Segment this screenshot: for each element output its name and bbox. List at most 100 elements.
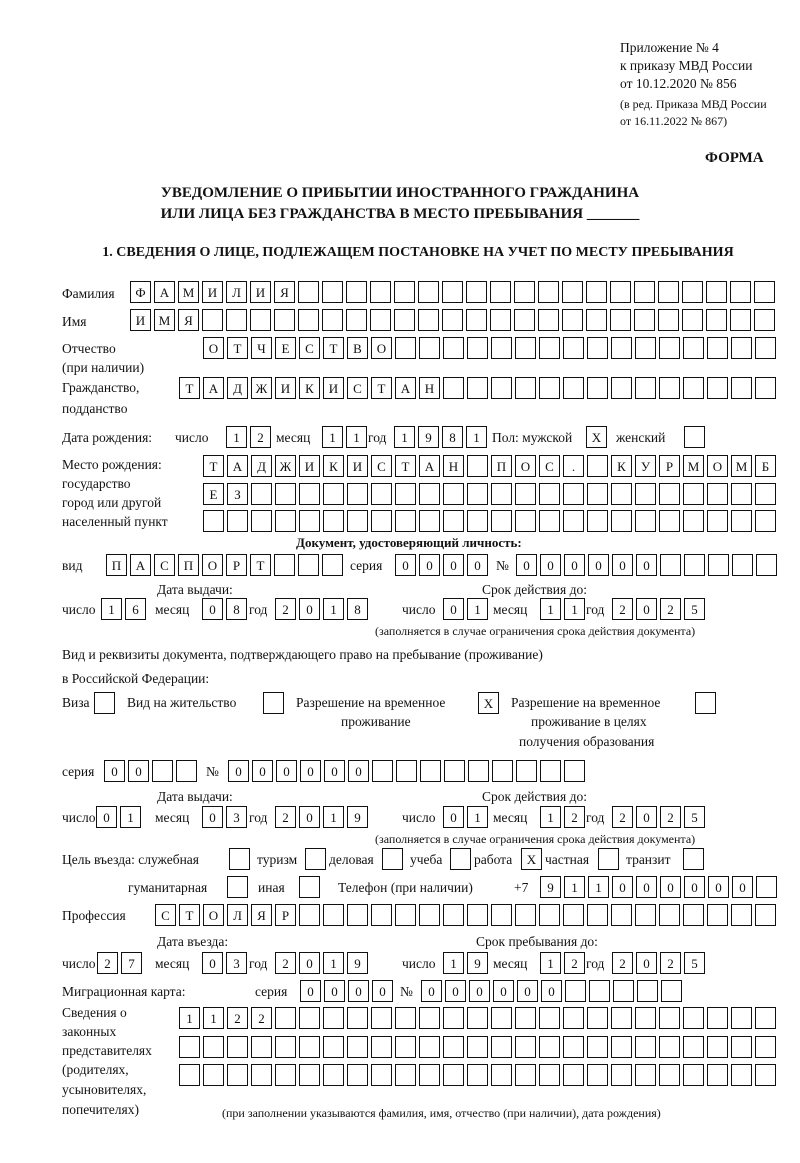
char-cell[interactable]: А [130,554,151,576]
char-cell[interactable]: О [203,904,224,926]
char-cell[interactable] [227,1036,248,1058]
char-cell[interactable]: 0 [228,760,249,782]
char-cell[interactable]: 2 [227,1007,248,1029]
char-cell[interactable] [658,281,679,303]
char-cell[interactable] [467,1036,488,1058]
char-cell[interactable]: 0 [128,760,149,782]
char-cell[interactable] [660,554,681,576]
char-cell[interactable]: И [323,377,344,399]
char-cell[interactable]: Б [755,455,776,477]
char-cell[interactable]: И [130,309,151,331]
char-cell[interactable]: Т [227,337,248,359]
char-cell[interactable]: 0 [636,806,657,828]
char-cell[interactable] [251,1064,272,1086]
char-cell[interactable] [634,281,655,303]
char-cell[interactable] [637,980,658,1002]
char-cell[interactable] [371,1007,392,1029]
char-cell[interactable] [562,281,583,303]
char-cell[interactable] [251,483,272,505]
char-cell[interactable]: 0 [419,554,440,576]
char-cell[interactable] [347,1007,368,1029]
char-cell[interactable]: Т [323,337,344,359]
char-cell[interactable] [587,1036,608,1058]
char-cell[interactable]: 1 [394,426,415,448]
char-cell[interactable]: 0 [348,760,369,782]
char-cell[interactable] [347,1036,368,1058]
char-cell[interactable]: 0 [445,980,466,1002]
char-cell[interactable] [203,1036,224,1058]
char-cell[interactable] [467,337,488,359]
char-cell[interactable]: X [521,848,542,870]
char-cell[interactable]: 0 [300,980,321,1002]
char-cell[interactable] [635,377,656,399]
char-cell[interactable]: 2 [275,806,296,828]
char-cell[interactable] [563,1064,584,1086]
char-cell[interactable] [684,426,705,448]
char-cell[interactable]: И [250,281,271,303]
char-cell[interactable]: 2 [564,806,585,828]
char-cell[interactable] [250,309,271,331]
char-cell[interactable] [586,281,607,303]
char-cell[interactable]: О [202,554,223,576]
purpose-tourism-checkbox[interactable] [305,848,326,870]
char-cell[interactable]: 0 [300,760,321,782]
sex-male-checkbox[interactable]: X [586,426,607,448]
reps-cells-row3[interactable] [179,1064,776,1086]
char-cell[interactable]: 0 [443,598,464,620]
char-cell[interactable] [491,1036,512,1058]
char-cell[interactable] [418,281,439,303]
char-cell[interactable] [419,1036,440,1058]
char-cell[interactable] [611,377,632,399]
char-cell[interactable]: 0 [612,876,633,898]
char-cell[interactable] [467,904,488,926]
char-cell[interactable] [323,1007,344,1029]
char-cell[interactable]: 0 [202,806,223,828]
char-cell[interactable] [659,483,680,505]
char-cell[interactable] [539,1064,560,1086]
char-cell[interactable] [346,281,367,303]
char-cell[interactable] [684,554,705,576]
char-cell[interactable]: 9 [347,952,368,974]
char-cell[interactable] [491,510,512,532]
char-cell[interactable] [466,281,487,303]
purpose-official-checkbox[interactable] [229,848,250,870]
char-cell[interactable]: 2 [97,952,118,974]
temp-permit-checkbox[interactable]: X [478,692,499,714]
char-cell[interactable]: Е [275,337,296,359]
char-cell[interactable] [466,309,487,331]
char-cell[interactable]: З [227,483,248,505]
char-cell[interactable]: Е [203,483,224,505]
char-cell[interactable] [323,483,344,505]
char-cell[interactable]: 0 [541,980,562,1002]
char-cell[interactable]: 3 [226,952,247,974]
char-cell[interactable] [515,904,536,926]
char-cell[interactable] [450,848,471,870]
char-cell[interactable] [370,309,391,331]
char-cell[interactable]: Р [275,904,296,926]
char-cell[interactable] [263,692,284,714]
char-cell[interactable] [755,1064,776,1086]
char-cell[interactable] [562,309,583,331]
char-cell[interactable]: 1 [101,598,122,620]
char-cell[interactable]: 0 [467,554,488,576]
char-cell[interactable]: 5 [684,598,705,620]
char-cell[interactable] [443,1036,464,1058]
char-cell[interactable]: 1 [346,426,367,448]
char-cell[interactable] [227,876,248,898]
char-cell[interactable] [755,377,776,399]
char-cell[interactable] [658,309,679,331]
char-cell[interactable]: К [323,455,344,477]
char-cell[interactable] [563,1036,584,1058]
char-cell[interactable]: Л [226,281,247,303]
char-cell[interactable] [299,876,320,898]
char-cell[interactable] [395,1036,416,1058]
